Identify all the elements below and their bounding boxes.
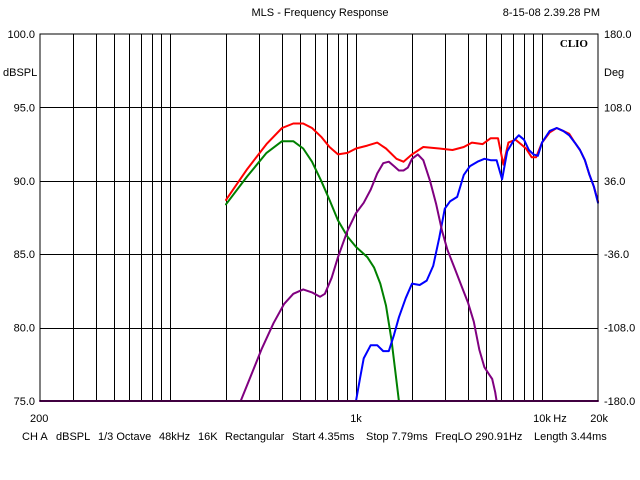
- footer-size: 16K: [198, 431, 218, 443]
- footer-start: Start 4.35ms: [292, 431, 355, 443]
- response-curve: [239, 153, 498, 402]
- y-tick-label: 95.0: [14, 102, 35, 114]
- y-tick-label: 100.0: [7, 29, 35, 41]
- curves: [39, 122, 599, 402]
- footer-info: CH A dBSPL 1/3 Octave 48kHz 16K Rectangu…: [22, 431, 607, 443]
- x-tick-label: 1k: [350, 413, 362, 425]
- right-axis-unit: Deg: [604, 67, 624, 79]
- y-tick-label: 90.0: [14, 176, 35, 188]
- chart-title: MLS - Frequency Response: [252, 7, 389, 19]
- footer-smoothing: 1/3 Octave: [98, 431, 151, 443]
- footer-freqlo: FreqLO 290.91Hz: [435, 431, 522, 443]
- y2-tick-label: 108.0: [604, 102, 632, 114]
- tick-labels: 100.0 95.0 90.0 85.0 80.0 75.0 180.0 108.0 36.0 -…: [7, 29, 635, 425]
- x-tick-label: 200: [30, 413, 48, 425]
- clio-logo: CLIO: [560, 38, 589, 50]
- y-tick-label: 75.0: [14, 396, 35, 408]
- response-curve: [355, 127, 599, 402]
- grid: [40, 34, 598, 401]
- x-tick-label: 10k: [533, 413, 551, 425]
- response-curve: [225, 140, 400, 402]
- y-tick-label: 85.0: [14, 249, 35, 261]
- footer-unit: dBSPL: [56, 431, 90, 443]
- footer-length: Length 3.44ms: [534, 431, 607, 443]
- y-tick-label: 80.0: [14, 323, 35, 335]
- x-axis-unit: Hz: [553, 413, 566, 425]
- y2-tick-label: -36.0: [604, 249, 629, 261]
- timestamp: 8-15-08 2.39.28 PM: [503, 7, 600, 19]
- footer-stop: Stop 7.79ms: [366, 431, 428, 443]
- y2-tick-label: -108.0: [604, 323, 635, 335]
- y2-tick-label: 180.0: [604, 29, 632, 41]
- footer-channel: CH A: [22, 431, 48, 443]
- x-tick-label: 20k: [590, 413, 608, 425]
- footer-sample-rate: 48kHz: [159, 431, 190, 443]
- plot-frame: [39, 33, 599, 402]
- y2-tick-label: -180.0: [604, 396, 635, 408]
- footer-window: Rectangular: [225, 431, 285, 443]
- y2-tick-label: 36.0: [604, 176, 625, 188]
- left-axis-unit: dBSPL: [3, 67, 37, 79]
